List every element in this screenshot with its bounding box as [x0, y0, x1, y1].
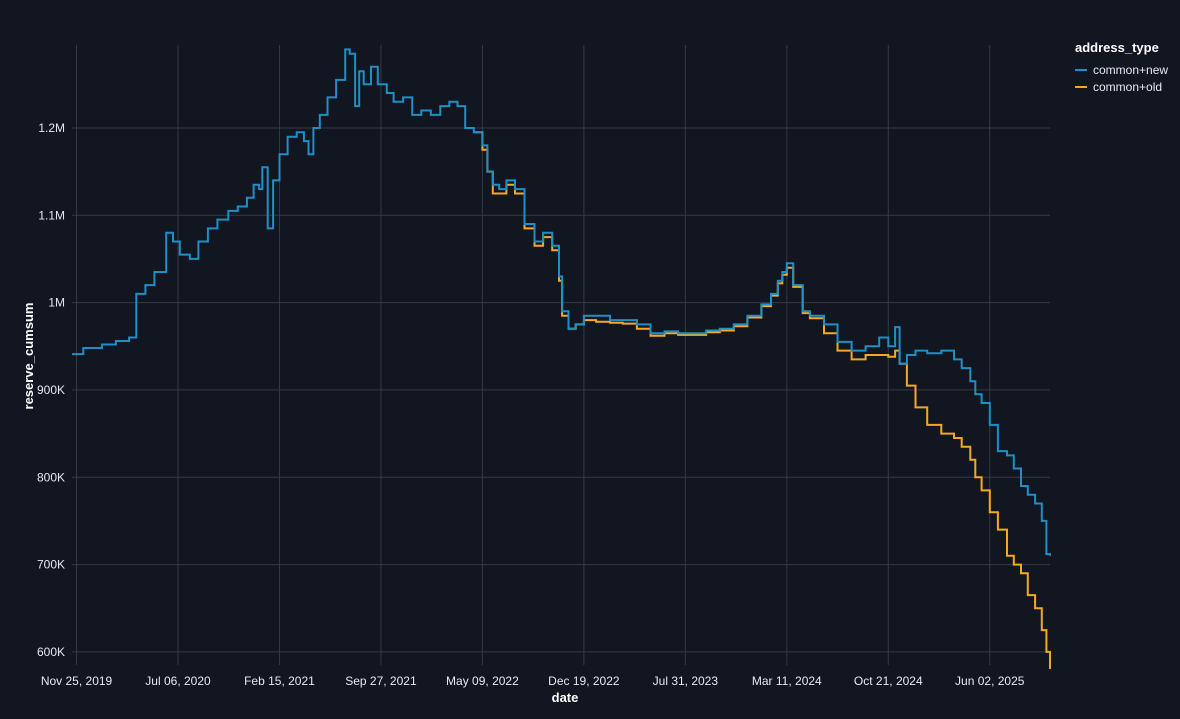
y-tick-label: 700K: [37, 558, 65, 572]
legend-title: address_type: [1075, 40, 1159, 55]
tick-labels-layer: Nov 25, 2019 Jul 06, 2020 Feb 15, 2021 Sep …: [37, 121, 1025, 688]
y-axis-label: reserve_cumsum: [21, 303, 36, 410]
x-tick-label: Sep 27, 2021: [345, 674, 417, 688]
legend-swatch-common-new: [1075, 68, 1087, 71]
y-tick-label: 1.1M: [38, 208, 65, 222]
y-tick-label: 900K: [37, 383, 65, 397]
x-tick-label: May 09, 2022: [446, 674, 519, 688]
x-axis-label: date: [552, 690, 579, 705]
y-tick-label: 1.2M: [38, 121, 65, 135]
legend-label-common-new: common+new: [1093, 62, 1169, 77]
legend: address_type common+new common+old: [1075, 40, 1168, 95]
legend-label-common-old: common+old: [1093, 79, 1163, 94]
series-line-common-new: [72, 48, 1051, 556]
x-tick-label: Mar 11, 2024: [752, 674, 822, 688]
y-tick-label: 1M: [48, 296, 65, 310]
y-tick-label: 800K: [37, 470, 65, 484]
x-tick-label: Jun 02, 2025: [955, 674, 1025, 688]
series-line-common-old: [473, 131, 1051, 669]
x-tick-label: Dec 19, 2022: [548, 674, 620, 688]
x-tick-label: Nov 25, 2019: [41, 674, 113, 688]
x-tick-label: Feb 15, 2021: [244, 674, 315, 688]
series-layer: [72, 48, 1051, 669]
x-tick-label: Jul 06, 2020: [145, 674, 211, 688]
y-tick-label: 600K: [37, 645, 65, 659]
legend-swatch-common-old: [1075, 85, 1087, 88]
x-tick-label: Oct 21, 2024: [854, 674, 923, 688]
x-tick-label: Jul 31, 2023: [653, 674, 719, 688]
legend-item-common-new[interactable]: common+new: [1075, 61, 1168, 78]
grid-layer: [72, 45, 1050, 665]
legend-item-common-old[interactable]: common+old: [1075, 78, 1168, 95]
